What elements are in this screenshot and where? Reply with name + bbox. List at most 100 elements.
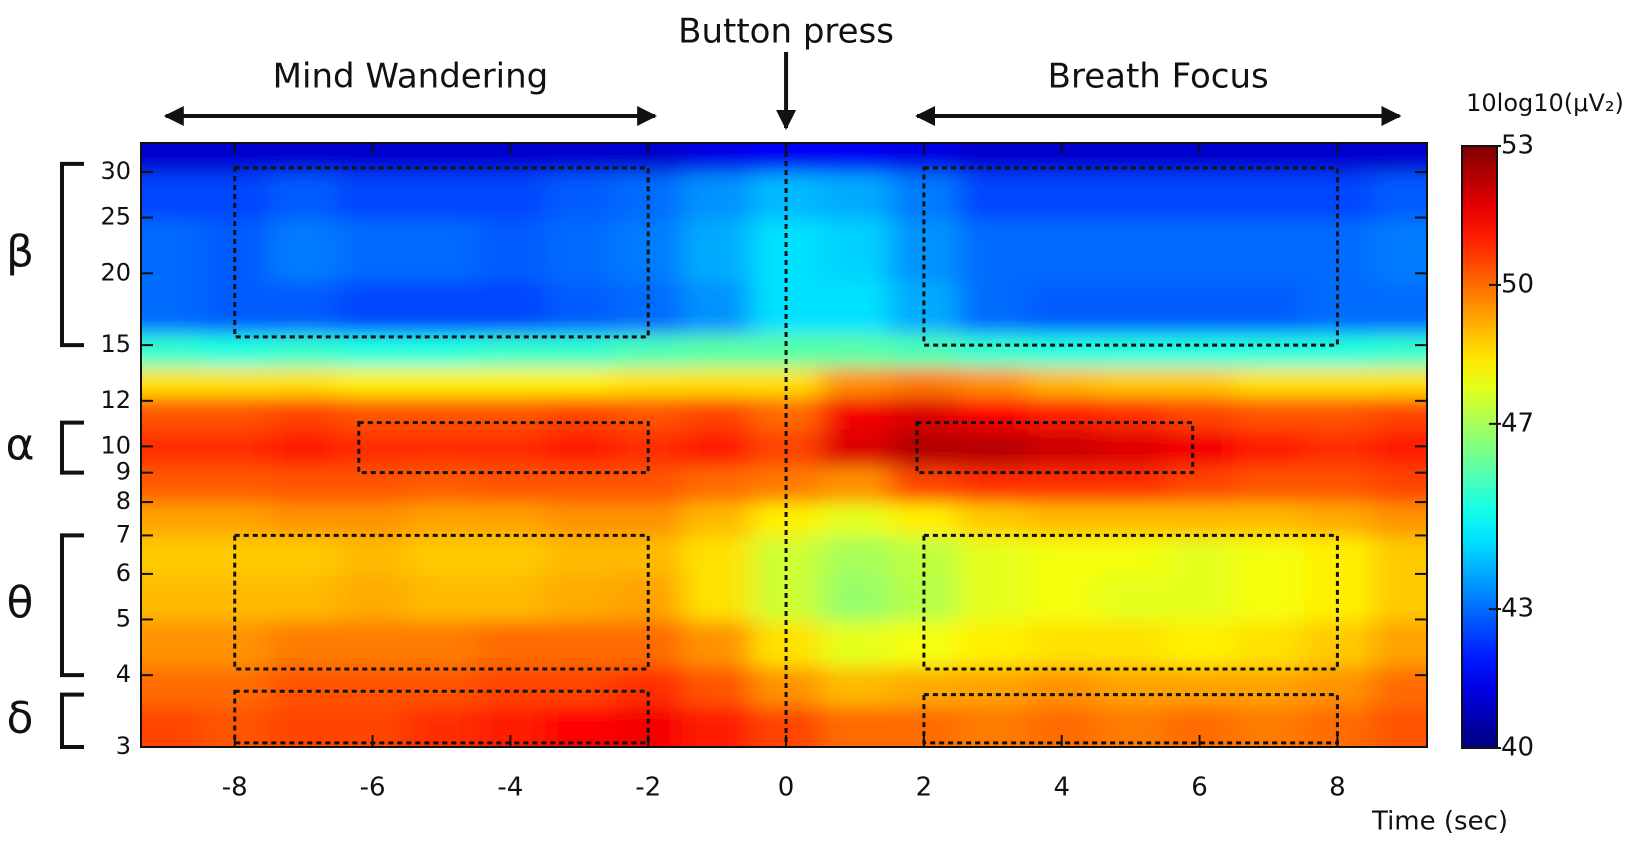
heat-cell	[407, 574, 477, 622]
heat-cell	[475, 333, 546, 368]
heat-cell	[958, 666, 1028, 707]
heat-cell	[1027, 143, 1097, 174]
heat-cell	[141, 367, 201, 397]
band-bracket	[60, 420, 84, 475]
heat-cell	[200, 367, 270, 397]
heat-cell	[1027, 281, 1097, 335]
heat-cell	[1096, 428, 1166, 468]
heat-cell	[475, 502, 546, 537]
heat-cell	[544, 143, 615, 174]
heat-cell	[544, 502, 615, 537]
heat-cell	[338, 396, 408, 430]
x-tick-label: -4	[497, 773, 523, 803]
heat-cell	[269, 466, 339, 504]
heat-cell	[141, 536, 201, 576]
heat-cell	[682, 574, 753, 622]
heat-cell	[544, 620, 615, 668]
heat-cell	[1096, 666, 1166, 707]
heat-cell	[475, 219, 546, 283]
heat-cell	[269, 536, 339, 576]
heat-cell	[269, 428, 339, 468]
region-box	[357, 421, 650, 475]
heat-cell	[269, 396, 339, 430]
heat-cell	[407, 502, 477, 537]
heat-cell	[407, 219, 477, 283]
y-tick-label: 7	[116, 520, 131, 548]
heat-cell	[958, 502, 1028, 537]
heat-cell	[1302, 466, 1373, 504]
heat-cell	[1302, 367, 1373, 397]
heat-cell	[1165, 333, 1235, 368]
heat-cell	[958, 367, 1028, 397]
region-box	[922, 166, 1339, 347]
heat-cell	[1234, 666, 1304, 707]
y-tick-label: 30	[100, 157, 131, 185]
event-label: Button press	[678, 12, 894, 52]
heat-cell	[820, 396, 890, 430]
heat-cell	[338, 367, 408, 397]
heat-cell	[889, 396, 959, 430]
heat-cell	[141, 333, 201, 368]
y-tick-label: 9	[116, 458, 131, 486]
heat-cell	[682, 172, 753, 220]
heat-cell	[1371, 705, 1427, 747]
heat-cell	[1027, 536, 1097, 576]
heat-cell	[141, 620, 201, 668]
heat-cell	[475, 281, 546, 335]
y-tick-label: 12	[100, 386, 131, 414]
heat-cell	[544, 396, 615, 430]
heat-cell	[1302, 333, 1373, 368]
heat-cell	[820, 143, 890, 174]
heat-cell	[682, 705, 753, 747]
heat-cell	[820, 367, 890, 397]
x-tick-label: 6	[1191, 773, 1208, 803]
heat-cell	[1096, 172, 1166, 220]
heat-cell	[1165, 574, 1235, 622]
heat-cell	[544, 428, 615, 468]
heat-cell	[269, 574, 339, 622]
heat-cell	[1234, 705, 1304, 747]
band-label: α	[5, 420, 34, 471]
heat-cell	[1371, 333, 1427, 368]
heat-cell	[141, 574, 201, 622]
heat-cell	[407, 333, 477, 368]
band-bracket	[60, 533, 84, 678]
heat-cell	[889, 367, 959, 397]
heat-cell	[682, 396, 753, 430]
x-tick-label: 2	[916, 773, 933, 803]
heat-cell	[1027, 367, 1097, 397]
heat-cell	[141, 143, 201, 174]
x-tick-label: 0	[778, 773, 795, 803]
heat-cell	[958, 172, 1028, 220]
heat-cell	[141, 502, 201, 537]
heat-cell	[141, 428, 201, 468]
heat-cell	[820, 574, 890, 622]
heat-cell	[200, 396, 270, 430]
heat-cell	[141, 705, 201, 747]
heat-cell	[407, 620, 477, 668]
heat-cell	[1371, 574, 1427, 622]
heat-cell	[1302, 396, 1373, 430]
heat-cell	[338, 502, 408, 537]
x-tick-label: -6	[360, 773, 386, 803]
heat-cell	[1096, 574, 1166, 622]
heat-cell	[820, 428, 890, 468]
heat-cell	[1027, 172, 1097, 220]
heat-cell	[889, 666, 959, 707]
heat-cell	[338, 666, 408, 707]
heat-cell	[1234, 428, 1304, 468]
heat-cell	[1234, 172, 1304, 220]
heat-cell	[269, 666, 339, 707]
region-box	[922, 693, 1339, 745]
heat-cell	[1165, 428, 1235, 468]
heat-cell	[1234, 396, 1304, 430]
heat-cell	[1027, 396, 1097, 430]
heat-cell	[1165, 396, 1235, 430]
heat-cell	[141, 666, 201, 707]
heat-cell	[269, 620, 339, 668]
x-tick-label: 8	[1329, 773, 1346, 803]
heat-cell	[269, 143, 339, 174]
heat-cell	[1234, 143, 1304, 174]
band-label: θ	[7, 577, 34, 628]
